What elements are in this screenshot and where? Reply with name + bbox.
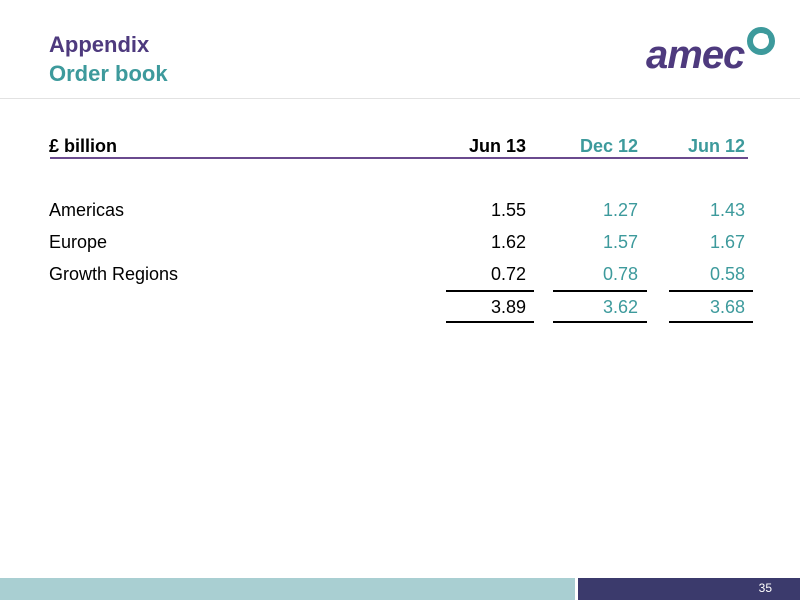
- table-cell: 0.72: [490, 264, 526, 284]
- table-cell: 1.67: [709, 232, 745, 252]
- row-label: Europe: [49, 232, 108, 252]
- total-rule: [669, 321, 753, 323]
- table-cell: 1.27: [602, 200, 638, 220]
- logo-ring: [747, 27, 775, 55]
- total-rule: [446, 321, 534, 323]
- total-cell: 3.68: [709, 297, 745, 317]
- column-header: Jun 12: [687, 136, 745, 156]
- table-cell: 0.78: [602, 264, 638, 284]
- total-cell: 3.62: [602, 297, 638, 317]
- column-header: Dec 12: [579, 136, 638, 156]
- logo-dot: [762, 34, 768, 40]
- subtotal-rule: [553, 290, 647, 292]
- footer-bar: [578, 578, 800, 600]
- header-underline: [50, 157, 748, 159]
- column-header: £ billion: [49, 136, 118, 156]
- row-label: Growth Regions: [49, 264, 179, 284]
- table-cell: 1.57: [602, 232, 638, 252]
- subtitle: Order book: [49, 61, 168, 86]
- table-cell: 1.55: [490, 200, 526, 220]
- footer-bar: [0, 578, 575, 600]
- row-label: Americas: [49, 200, 125, 220]
- subtotal-rule: [669, 290, 753, 292]
- subtotal-rule: [446, 290, 534, 292]
- logo: amec: [646, 27, 775, 76]
- logo-text: amec: [646, 33, 745, 76]
- total-cell: 3.89: [490, 297, 526, 317]
- table-cell: 0.58: [709, 264, 745, 284]
- title: Appendix: [49, 32, 150, 57]
- column-header: Jun 13: [468, 136, 526, 156]
- page-number: 35: [758, 581, 772, 595]
- header-rule: [0, 98, 800, 99]
- total-rule: [553, 321, 647, 323]
- table-cell: 1.62: [490, 232, 526, 252]
- table-cell: 1.43: [709, 200, 745, 220]
